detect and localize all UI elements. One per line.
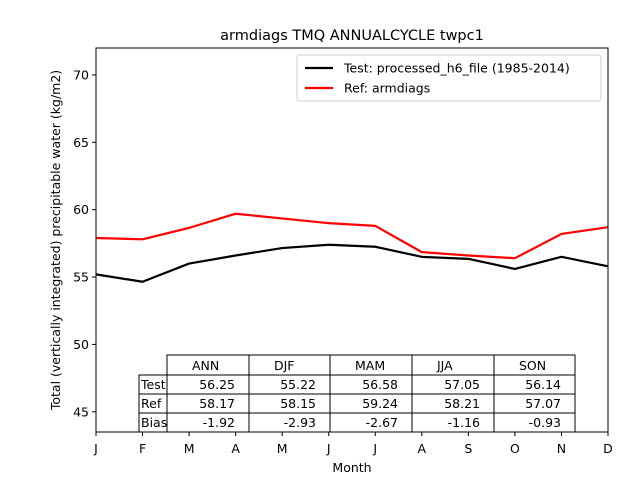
- table-cell-value: 56.14: [525, 377, 561, 392]
- table-header-label: ANN: [192, 358, 219, 373]
- table-cell-value: 55.22: [280, 377, 316, 392]
- y-tick-label: 60: [73, 202, 89, 217]
- table-cell-value: -2.93: [284, 415, 316, 430]
- y-tick-label: 65: [73, 135, 89, 150]
- x-tick-label: J: [372, 441, 377, 456]
- table-row-label: Ref: [141, 396, 162, 411]
- table-row-label: Test: [140, 377, 166, 392]
- x-tick-label: A: [418, 441, 427, 456]
- series-line-test: [95, 243, 609, 283]
- table-header-label: MAM: [355, 358, 385, 373]
- y-tick-label: 70: [73, 67, 89, 82]
- table-cell-value: 58.21: [444, 396, 480, 411]
- y-tick-label: 55: [73, 270, 89, 285]
- x-axis-label: Month: [332, 460, 371, 475]
- table-cell: [493, 412, 576, 433]
- table-cell-value: 58.17: [199, 396, 235, 411]
- table-cell-value: 57.05: [444, 377, 480, 392]
- table-cell-value: 59.24: [362, 396, 398, 411]
- table-cell-value: 56.58: [362, 377, 398, 392]
- legend-box: [296, 54, 602, 102]
- series-line-ref: [95, 212, 609, 260]
- x-tick-label: A: [231, 441, 240, 456]
- x-tick-label: F: [139, 441, 146, 456]
- legend-label: Test: processed_h6_file (1985-2014): [343, 61, 570, 76]
- table-cell-value: 56.25: [199, 377, 235, 392]
- table-header-cell: [411, 354, 495, 376]
- table-header-label: SON: [519, 358, 546, 373]
- y-tick-label: 50: [73, 337, 89, 352]
- stats-table: ANN DJF MAM JJA SON Test 56.25 55.22 56.58 57.05 5…: [138, 354, 576, 433]
- x-tick-label: M: [184, 441, 195, 456]
- table-cell-value: -1.92: [203, 415, 235, 430]
- chart-title: armdiags TMQ ANNUALCYCLE twpc1: [220, 28, 484, 44]
- legend: Test: processed_h6_file (1985-2014) Ref: …: [296, 54, 602, 102]
- y-axis-label: Total (vertically integrated) precipitab…: [48, 70, 63, 411]
- table-row-label: Bias: [141, 415, 167, 430]
- table-cell-value: -0.93: [529, 415, 561, 430]
- x-tick-label: J: [93, 441, 98, 456]
- table-cell-value: -1.16: [448, 415, 480, 430]
- table-header-label: JJA: [436, 358, 453, 373]
- plot-area: [95, 212, 609, 283]
- x-tick-label: S: [464, 441, 472, 456]
- table-cell-value: -2.67: [366, 415, 398, 430]
- x-tick-label: J: [326, 441, 331, 456]
- x-tick-label: M: [277, 441, 288, 456]
- table-header-label: DJF: [274, 358, 295, 373]
- table-cell-value: 57.07: [525, 396, 561, 411]
- x-tick-label: O: [510, 441, 520, 456]
- legend-label: Ref: armdiags: [344, 81, 430, 96]
- table-cell-value: 58.15: [280, 396, 316, 411]
- x-tick-label: D: [603, 441, 613, 456]
- x-tick-label: N: [557, 441, 566, 456]
- y-tick-label: 45: [73, 404, 89, 419]
